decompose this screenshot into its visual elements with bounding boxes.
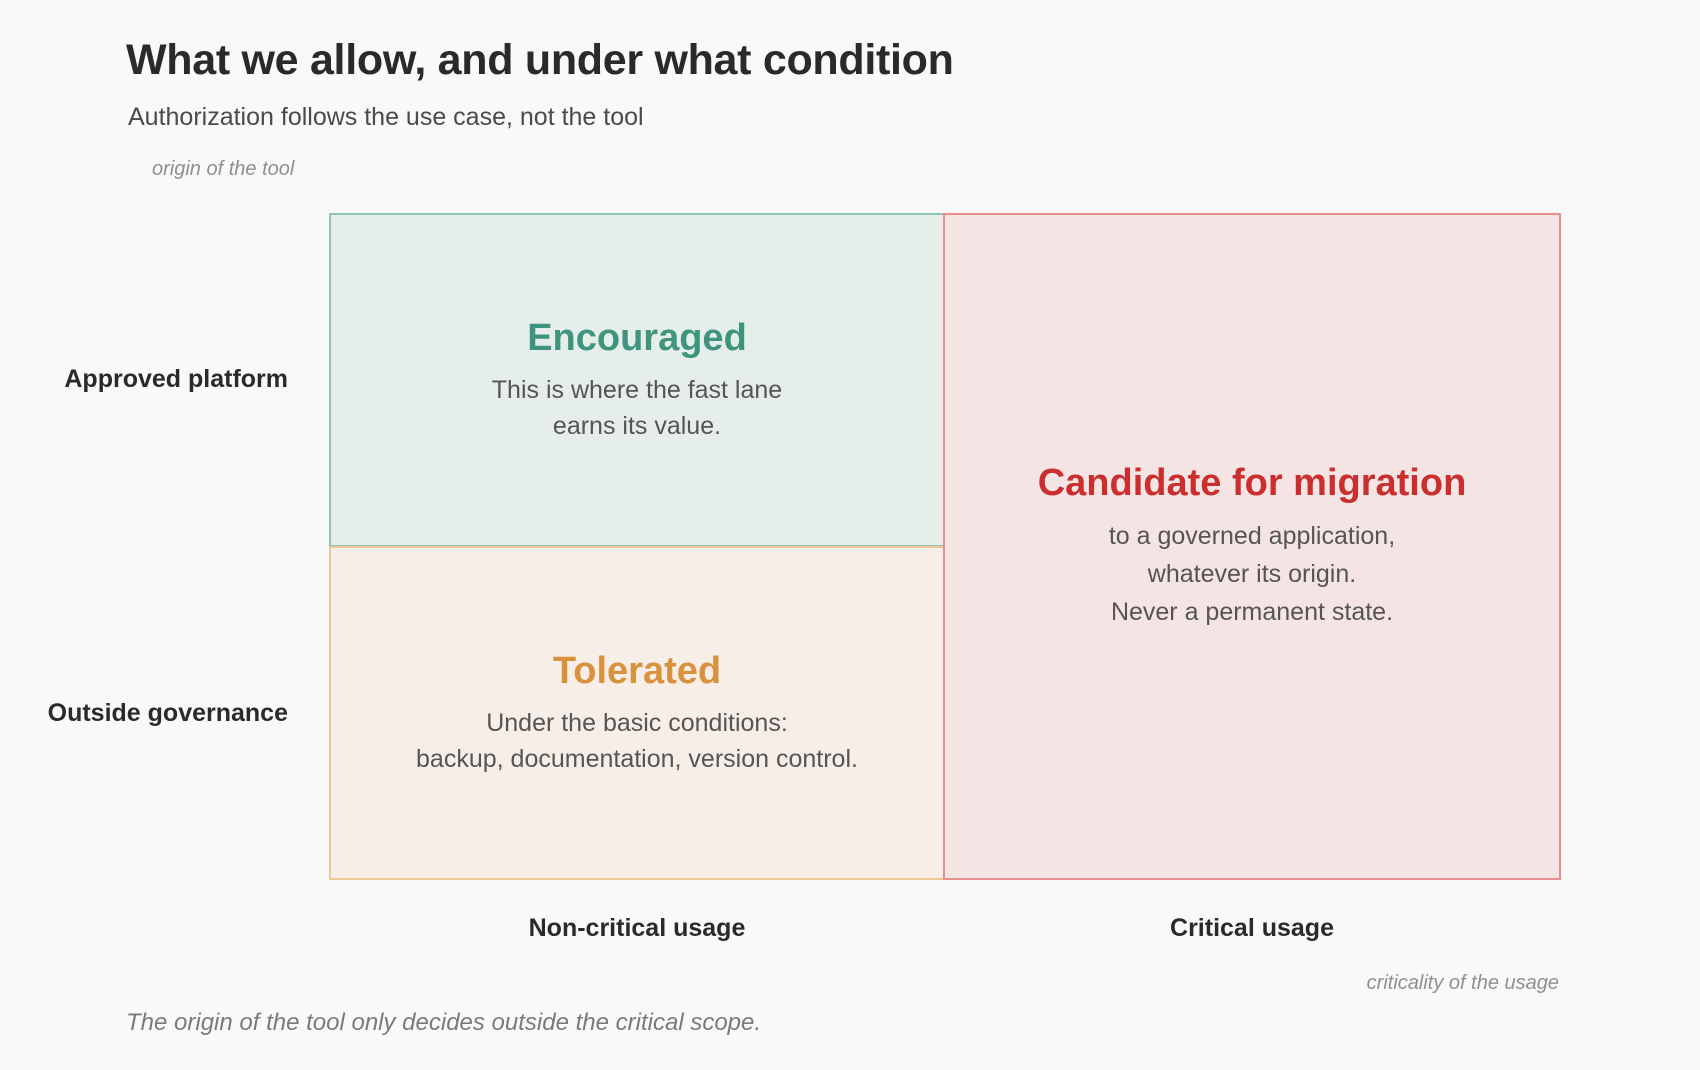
quadrant-tolerated-title: Tolerated [552,649,722,692]
x-axis-caption: criticality of the usage [1366,972,1559,994]
row-label-outside-governance: Outside governance [47,699,288,727]
quadrant-encouraged-body: This is where the fast lane earns its va… [492,372,782,444]
quadrant-encouraged-title: Encouraged [527,316,747,359]
quadrant-migration-title: Candidate for migration [1037,462,1467,504]
quadrant-tolerated-body: Under the basic conditions: backup, docu… [416,705,858,777]
quadrant-encouraged-line: This is where the fast lane [491,375,783,404]
quadrant-migration: Candidate for migration to a governed ap… [943,213,1561,880]
quadrant-migration-line: Never a permanent state. [1110,598,1394,626]
quadrant-migration-body: to a governed application, whatever its … [1109,517,1395,631]
page-title: What we allow, and under what condition [126,36,954,84]
quadrant-migration-line: to a governed application, [1108,522,1396,550]
quadrant-migration-line: whatever its origin. [1147,560,1357,588]
quadrant-encouraged-line: earns its value. [552,411,722,440]
quadrant-tolerated-line: Under the basic conditions: [486,708,788,737]
y-axis-caption: origin of the tool [152,158,295,180]
quadrant-tolerated-line: backup, documentation, version control. [416,744,858,773]
quadrant-encouraged: Encouraged This is where the fast lane e… [329,213,945,547]
column-label-critical-usage: Critical usage [1170,914,1334,942]
page-subtitle: Authorization follows the use case, not … [128,103,644,131]
footnote: The origin of the tool only decides outs… [126,1009,762,1036]
quadrant-tolerated: Tolerated Under the basic conditions: ba… [329,546,945,880]
row-label-approved-platform: Approved platform [64,365,288,393]
column-label-non-critical-usage: Non-critical usage [528,914,746,942]
